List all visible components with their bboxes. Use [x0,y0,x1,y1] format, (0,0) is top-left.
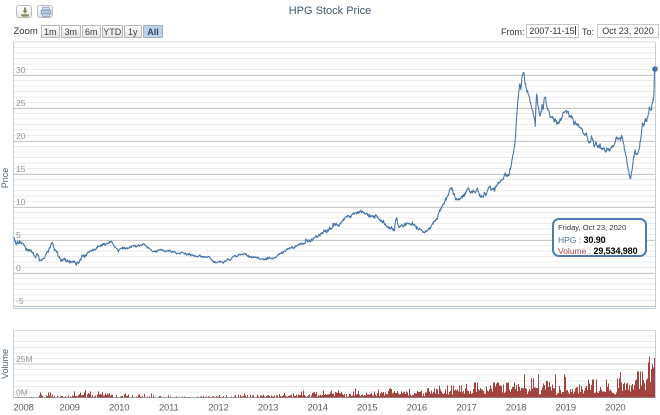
svg-text:0: 0 [16,263,21,273]
svg-text:25M: 25M [16,354,33,364]
svg-text:2011: 2011 [159,403,179,414]
svg-text:2010: 2010 [109,403,129,414]
svg-text:Volume: Volume [0,349,10,379]
svg-text:2015: 2015 [357,403,377,414]
svg-text:20: 20 [16,131,26,141]
svg-text:5: 5 [16,230,21,240]
svg-text:Price: Price [0,168,10,189]
svg-text:2013: 2013 [258,403,278,414]
svg-text:2012: 2012 [208,403,228,414]
svg-text:2020: 2020 [605,403,625,414]
svg-text:-5: -5 [16,296,24,306]
svg-text:2014: 2014 [308,403,328,414]
svg-text:15: 15 [16,164,26,174]
svg-text:2016: 2016 [407,403,427,414]
svg-text:2019: 2019 [556,403,576,414]
svg-text:25: 25 [16,98,26,108]
svg-text:2018: 2018 [506,403,526,414]
svg-text:2017: 2017 [456,403,476,414]
svg-text:30: 30 [16,65,26,75]
svg-text:2009: 2009 [59,403,79,414]
svg-text:0M: 0M [16,388,28,398]
svg-text:2008: 2008 [13,403,33,414]
svg-text:10: 10 [16,197,26,207]
